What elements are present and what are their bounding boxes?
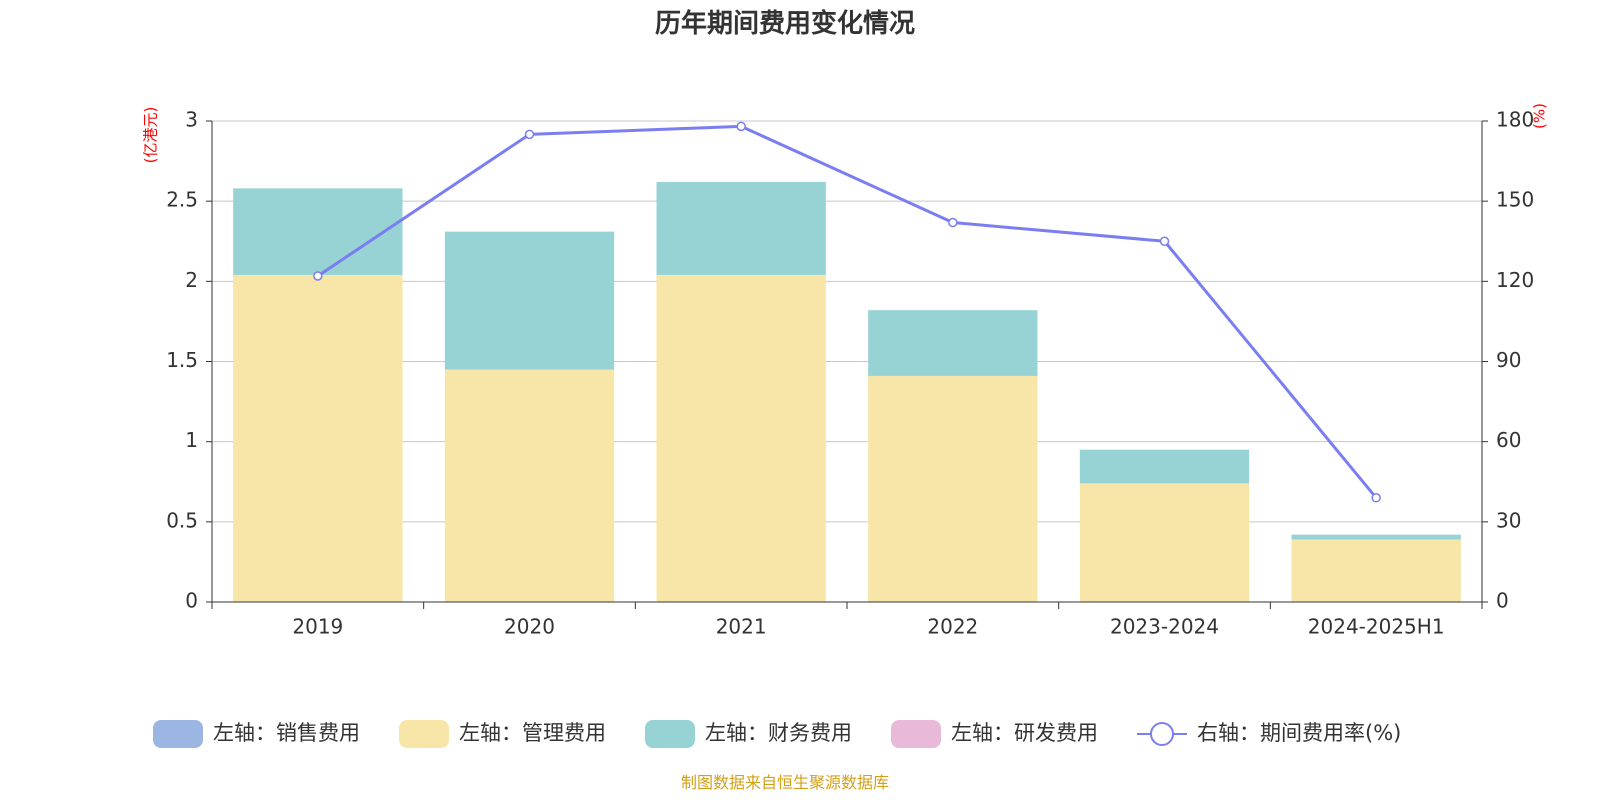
- bar-2-2: [656, 181, 826, 275]
- line-point-2: [736, 121, 746, 132]
- bar-1-0: [233, 274, 403, 602]
- left-axis-tick-label: 0: [185, 589, 198, 613]
- legend-item-0: 左轴：销售费用: [153, 720, 360, 748]
- line-point-4: [1159, 236, 1170, 246]
- legend: 左轴：销售费用 左轴：管理费用 左轴：财务费用 左轴：研发费用 右轴：期间费用率(%): [153, 720, 1401, 748]
- bar-2-4: [1079, 449, 1250, 484]
- legend-label: 左轴：管理费用: [459, 721, 606, 745]
- chart-title: 历年期间费用变化情况: [655, 8, 915, 39]
- right-axis-tick-label: 150: [1496, 188, 1534, 212]
- legend-swatch: [891, 720, 941, 748]
- line-point-1: [524, 129, 535, 140]
- right-axis-tick-label: 120: [1496, 268, 1534, 292]
- x-axis-category-label: 2024-2025H1: [1308, 615, 1445, 639]
- legend-label: 右轴：期间费用率(%): [1197, 721, 1401, 745]
- left-axis-tick-label: 2.5: [166, 188, 198, 212]
- right-axis-tick-label: 60: [1496, 428, 1521, 452]
- data-source-note: 制图数据来自恒生聚源数据库: [681, 773, 889, 792]
- bar-2-1: [444, 231, 615, 370]
- left-axis-tick-label: 0.5: [166, 508, 198, 532]
- bar-2-3: [868, 310, 1038, 376]
- left-axis-tick-label: 1: [185, 428, 198, 452]
- left-axis-tick-label: 3: [185, 108, 198, 132]
- x-axis-category-label: 2020: [504, 615, 555, 639]
- legend-marker: [1150, 722, 1174, 746]
- x-axis-category-label: 2023-2024: [1110, 615, 1219, 639]
- legend-label: 左轴：销售费用: [213, 721, 360, 745]
- bar-layer: [233, 181, 1461, 602]
- legend-item-1: 左轴：管理费用: [399, 720, 606, 748]
- bar-1-1: [444, 369, 615, 602]
- x-axis-category-label: 2021: [716, 615, 767, 639]
- bar-1-5: [1291, 539, 1461, 602]
- line-layer: [313, 121, 1381, 503]
- left-axis-unit-label: (亿港元): [142, 107, 160, 164]
- legend-label: 左轴：财务费用: [705, 721, 852, 745]
- grid-layer: [212, 120, 1482, 523]
- right-axis-tick-label: 90: [1496, 348, 1521, 372]
- right-axis-tick-label: 30: [1496, 508, 1521, 532]
- bar-2-0: [233, 188, 403, 275]
- bar-1-4: [1079, 483, 1250, 602]
- bar-1-3: [868, 375, 1038, 602]
- legend-swatch: [399, 720, 449, 748]
- left-axis-tick-label: 1.5: [166, 348, 198, 372]
- left-axis-tick-label: 2: [185, 268, 198, 292]
- line-point-0: [313, 271, 323, 281]
- bar-2-5: [1291, 534, 1461, 540]
- x-axis-category-label: 2022: [927, 615, 978, 639]
- legend-item-3: 左轴：研发费用: [891, 720, 1098, 748]
- legend-swatch: [645, 720, 695, 748]
- right-axis-tick-label: 180: [1496, 108, 1534, 132]
- legend-swatch: [153, 720, 203, 748]
- x-axis-category-label: 2019: [292, 615, 343, 639]
- bar-1-2: [656, 274, 826, 602]
- line-point-3: [948, 217, 958, 228]
- right-axis-tick-label: 0: [1496, 589, 1509, 613]
- legend-item-4: 右轴：期间费用率(%): [1137, 721, 1401, 746]
- line-point-5: [1371, 493, 1381, 503]
- line-series-rate: [316, 124, 1378, 499]
- right-axis-unit-label: (%): [1531, 103, 1549, 129]
- legend-label: 左轴：研发费用: [951, 721, 1098, 745]
- legend-item-2: 左轴：财务费用: [645, 720, 852, 748]
